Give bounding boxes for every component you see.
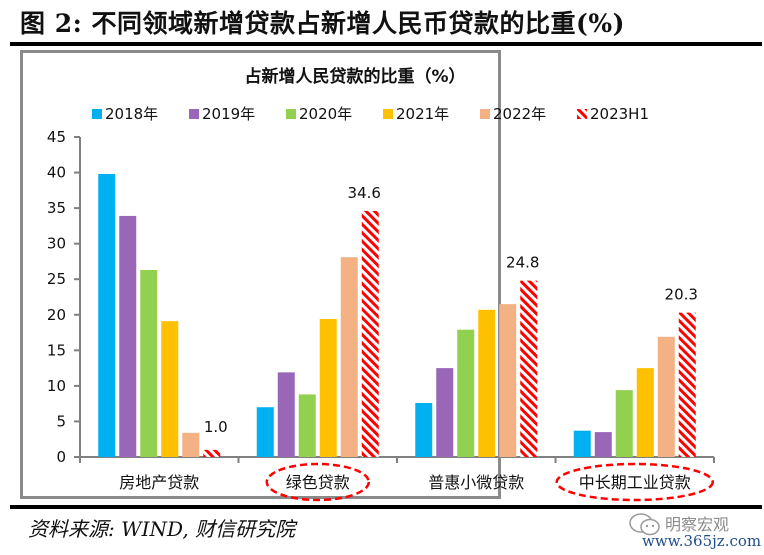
legend-swatch [189, 109, 199, 119]
bar-2023H1-普惠小微贷款 [520, 280, 538, 457]
bar-2022年-房地产贷款 [182, 432, 200, 457]
bar-2018年-绿色贷款 [256, 407, 274, 457]
legend-label: 2021年 [396, 105, 449, 123]
watermark-url: www.365jz.com [642, 532, 762, 550]
legend-label: 2020年 [299, 105, 352, 123]
highlight-ellipse [555, 462, 714, 502]
bar-2021年-普惠小微贷款 [478, 309, 496, 457]
y-tick-label: 30 [47, 235, 66, 253]
bar-2021年-房地产贷款 [161, 321, 179, 457]
y-tick-label: 20 [47, 306, 66, 324]
source-note: 资料来源: WIND, 财信研究院 [28, 517, 296, 541]
bar-2018年-普惠小微贷款 [415, 402, 433, 457]
legend-swatch [577, 109, 587, 119]
bar-2023H1-绿色贷款 [361, 210, 379, 457]
category-label: 普惠小微贷款 [428, 473, 524, 492]
bar-2021年-中长期工业贷款 [636, 368, 654, 457]
y-tick-label: 25 [47, 270, 66, 288]
y-tick-label: 15 [47, 341, 66, 359]
bar-2019年-房地产贷款 [119, 215, 137, 457]
axes: 0 5 10 15 20 25 30 35 40 45 [47, 128, 715, 466]
legend-label: 2023H1 [590, 105, 649, 123]
data-label: 24.8 [506, 254, 539, 272]
y-tick-label: 10 [47, 377, 66, 395]
y-tick-label: 5 [56, 412, 66, 430]
highlight-ellipse [265, 462, 370, 502]
bar-2019年-绿色贷款 [277, 372, 295, 457]
bottom-rule [10, 505, 762, 509]
legend-swatch [480, 109, 490, 119]
bars [98, 173, 696, 457]
top-rule [10, 42, 762, 46]
bar-2018年-中长期工业贷款 [573, 430, 591, 457]
category-labels: 房地产贷款 绿色贷款 普惠小微贷款 中长期工业贷款 [119, 462, 714, 502]
legend-label: 2018年 [105, 105, 158, 123]
data-labels: 1.0 34.6 24.8 20.3 [204, 184, 698, 436]
bar-2019年-普惠小微贷款 [436, 368, 454, 457]
bar-2020年-房地产贷款 [140, 269, 158, 457]
legend-swatch [92, 109, 102, 119]
category-label: 绿色贷款 [286, 473, 350, 492]
bar-2020年-绿色贷款 [298, 394, 316, 457]
bar-2021年-绿色贷款 [319, 319, 337, 457]
bar-2022年-普惠小微贷款 [499, 304, 517, 457]
legend-swatch [286, 109, 296, 119]
category-label: 房地产贷款 [119, 473, 199, 492]
chart-title: 占新增人民贷款的比重（%） [244, 66, 465, 87]
bar-2018年-房地产贷款 [98, 173, 116, 457]
y-tick-label: 35 [47, 199, 66, 217]
y-tick-label: 40 [47, 164, 66, 182]
figure-title: 图 2: 不同领域新增贷款占新增人民币贷款的比重(%) [20, 9, 625, 38]
legend-label: 2019年 [202, 105, 255, 123]
legend-label: 2022年 [493, 105, 546, 123]
y-tick-label: 45 [47, 128, 66, 146]
wechat-icon [629, 513, 660, 536]
data-label: 34.6 [348, 184, 381, 202]
bar-2023H1-中长期工业贷款 [678, 312, 696, 457]
bar-2022年-中长期工业贷款 [657, 336, 675, 457]
bar-2020年-中长期工业贷款 [615, 390, 633, 457]
y-tick-label: 0 [56, 448, 66, 466]
watermark-name: 明察宏观 [665, 515, 730, 534]
data-label: 1.0 [204, 418, 228, 436]
bar-2022年-绿色贷款 [340, 257, 358, 457]
category-label: 中长期工业贷款 [579, 473, 691, 492]
data-label: 20.3 [665, 286, 698, 304]
chart-frame [20, 50, 501, 499]
bar-2019年-中长期工业贷款 [594, 432, 612, 457]
legend-swatch [383, 109, 393, 119]
legend: 2018年 2019年 2020年 2021年 2022年 2023H1 [92, 105, 649, 123]
bar-2023H1-房地产贷款 [203, 449, 221, 457]
bar-2020年-普惠小微贷款 [457, 329, 475, 457]
